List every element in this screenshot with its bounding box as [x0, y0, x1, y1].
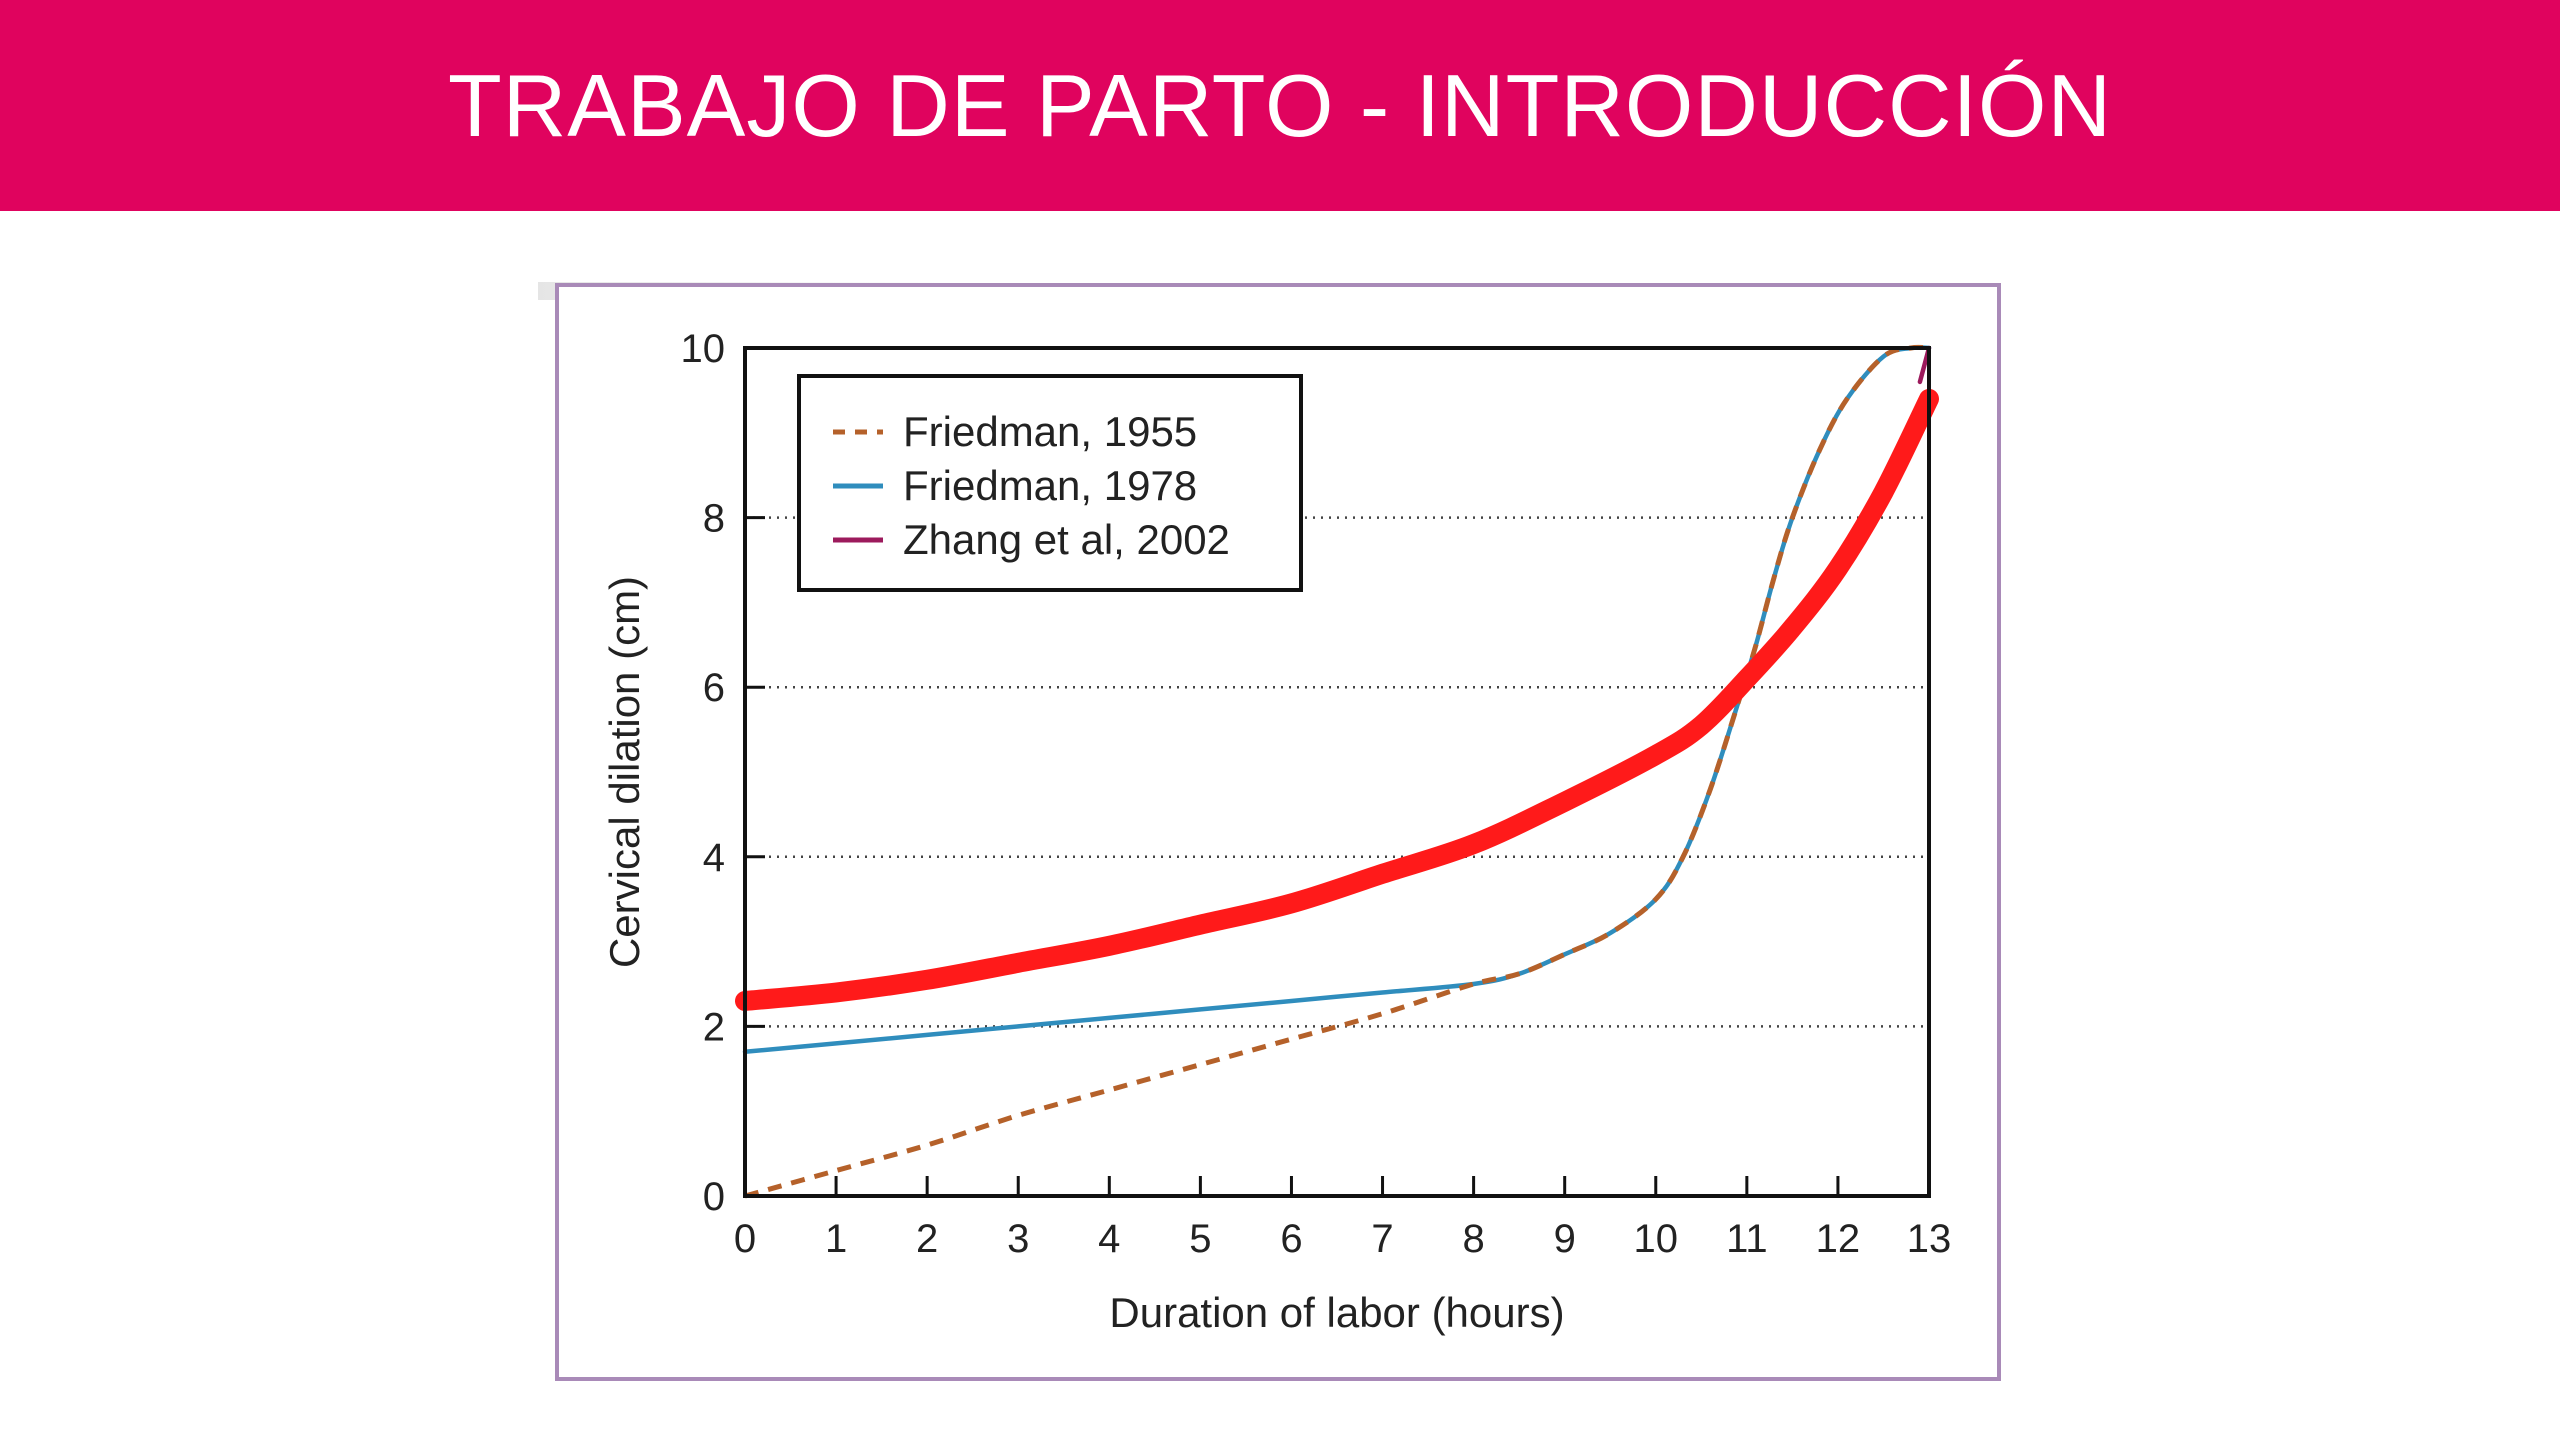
x-tick-label-13: 13	[1907, 1217, 1952, 1261]
figure-frame: 0 1 2 3 4 5 6 7 8 9 10 11 12 13 0 2 4 6 8 10 Duration of la…	[555, 283, 2001, 1381]
slide-header: TRABAJO DE PARTO - INTRODUCCIÓN	[0, 0, 2560, 211]
y-tick-label-4: 4	[703, 836, 725, 880]
series-line-red-highlight	[735, 388, 1939, 1011]
x-tick-label-3: 3	[1007, 1217, 1029, 1261]
x-tick-label-6: 6	[1280, 1217, 1302, 1261]
x-tick-label-11: 11	[1726, 1217, 1768, 1261]
x-tick-label-9: 9	[1554, 1217, 1576, 1261]
y-tick-label-0: 0	[703, 1175, 725, 1219]
plot-area-border	[743, 346, 1931, 1198]
slide-title: TRABAJO DE PARTO - INTRODUCCIÓN	[447, 55, 2113, 155]
x-tick-label-7: 7	[1371, 1217, 1393, 1261]
legend: Friedman, 1955 Friedman, 1978 Zhang et a…	[797, 374, 1303, 592]
legend-box	[797, 374, 1303, 592]
y-tick-label-10: 10	[681, 327, 726, 371]
legend-label-zhang-2002: Zhang et al, 2002	[903, 516, 1230, 563]
x-tick-label-5: 5	[1189, 1217, 1211, 1261]
legend-label-friedman-1978: Friedman, 1978	[903, 462, 1197, 509]
x-tick-label-1: 1	[825, 1217, 847, 1261]
x-tick-label-10: 10	[1634, 1217, 1679, 1261]
y-axis-title: Cervical dilation (cm)	[601, 576, 648, 968]
y-tick-label-6: 6	[703, 666, 725, 710]
x-tick-label-0: 0	[734, 1217, 756, 1261]
legend-label-friedman-1955: Friedman, 1955	[903, 408, 1197, 455]
x-tick-label-4: 4	[1098, 1217, 1120, 1261]
x-tick-label-12: 12	[1816, 1217, 1861, 1261]
x-axis-title: Duration of labor (hours)	[1109, 1289, 1564, 1336]
x-tick-label-2: 2	[916, 1217, 938, 1261]
y-tick-label-2: 2	[703, 1005, 725, 1049]
x-tick-label-8: 8	[1462, 1217, 1484, 1261]
y-tick-label-8: 8	[703, 497, 725, 541]
grid-lines	[745, 516, 1929, 1028]
series-line-friedman-1978	[742, 345, 1932, 1055]
